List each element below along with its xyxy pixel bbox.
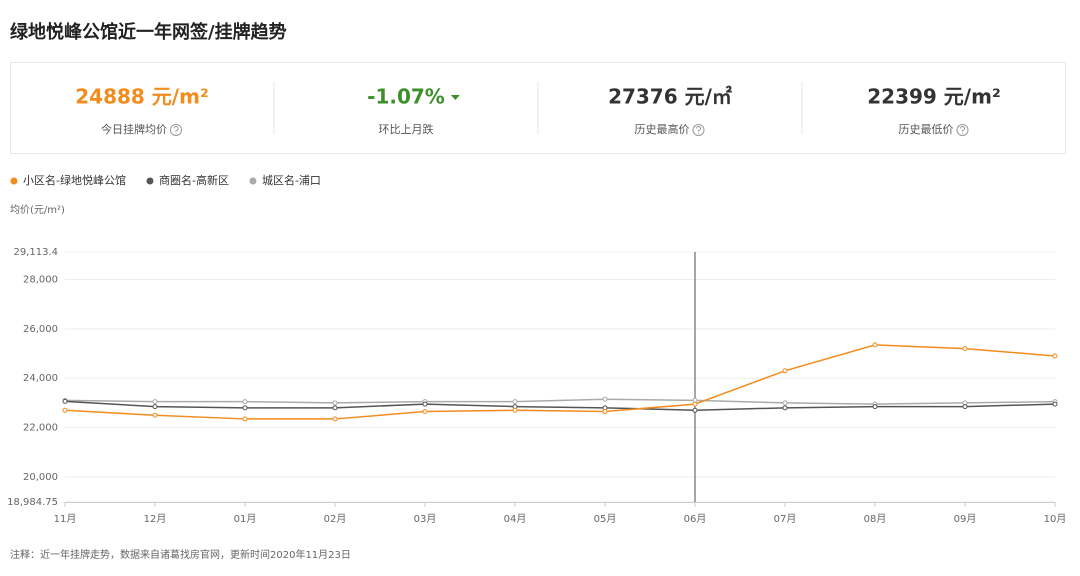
point	[422, 401, 428, 407]
point	[332, 416, 338, 422]
y-axis-label: 均价(元/m²)	[10, 204, 65, 216]
point	[62, 398, 68, 404]
help-icon	[692, 124, 705, 136]
stat-label: 今日挂牌均价	[101, 122, 167, 136]
stat-value: 27376 元/㎡	[608, 85, 732, 109]
stat-value: 24888 元/m²	[75, 85, 208, 109]
y-tick-label: 24,000	[23, 373, 58, 384]
point	[782, 405, 788, 411]
y-tick-label: 22,000	[23, 423, 58, 434]
help-icon-mark	[173, 126, 179, 134]
x-tick-label: 05月	[594, 513, 617, 525]
x-tick-label: 07月	[774, 513, 797, 525]
stats-box	[10, 62, 1066, 154]
help-icon-mark	[696, 126, 701, 134]
x-tick-label: 11月	[54, 513, 77, 525]
down-arrow	[450, 95, 460, 100]
y-tick-label: 28,000	[23, 274, 58, 285]
point	[1052, 353, 1058, 359]
point	[782, 400, 788, 406]
page-title: 绿地悦峰公馆近一年网签/挂牌趋势	[10, 21, 287, 43]
legend-label: 小区名-绿地悦峰公馆	[23, 173, 126, 187]
stat-label: 环比上月跌	[379, 122, 434, 136]
x-tick-label: 09月	[954, 513, 977, 525]
x-tick-label: 02月	[324, 513, 347, 525]
series-line	[64, 400, 1056, 412]
legend-marker	[249, 177, 257, 185]
point	[332, 400, 338, 406]
legend-marker	[146, 177, 154, 185]
point	[962, 346, 968, 352]
point	[422, 409, 428, 415]
x-tick-label: 08月	[864, 513, 887, 525]
x-tick-label: 12月	[144, 513, 167, 525]
stat-value: 22399 元/m²	[867, 85, 1000, 109]
series-line	[64, 398, 1056, 405]
point	[152, 399, 158, 405]
point	[152, 404, 158, 410]
x-tick-label: 04月	[504, 513, 527, 525]
point	[692, 401, 698, 407]
stat-label: 历史最低价	[899, 123, 954, 136]
point	[962, 404, 968, 410]
point	[782, 368, 788, 374]
y-tick-label: 26,000	[23, 324, 58, 335]
y-tick-label: 18,984.75	[7, 497, 58, 508]
y-tick-label: 29,113.4	[13, 247, 58, 258]
legend-label: 商圈名-高新区	[159, 173, 229, 187]
stat-label: 历史最高价	[635, 122, 690, 136]
point	[602, 396, 608, 402]
point	[872, 404, 878, 410]
x-tick-label: 10月	[1044, 513, 1067, 525]
legend-marker	[10, 177, 18, 185]
footnote: 注释：近一年挂牌走势，数据来自诸葛找房官网，更新时间2020年11月23日	[10, 548, 351, 561]
point	[512, 407, 518, 413]
help-icon	[170, 124, 182, 136]
x-tick-label: 03月	[414, 513, 437, 525]
point	[242, 399, 248, 405]
legend-label: 城区名-浦口	[262, 173, 321, 187]
stat-value: -1.07%	[367, 85, 445, 109]
point	[242, 416, 248, 422]
help-icon	[956, 124, 969, 136]
point	[692, 407, 698, 413]
series-line	[64, 344, 1056, 420]
y-tick-label: 20,000	[23, 472, 58, 483]
point	[602, 409, 608, 415]
help-icon-mark	[960, 126, 965, 134]
point	[242, 405, 248, 411]
x-tick-label: 01月	[234, 513, 257, 525]
x-tick-label: 06月	[684, 513, 707, 525]
point	[332, 405, 338, 411]
point	[512, 399, 518, 405]
point	[152, 412, 158, 418]
point	[62, 407, 68, 413]
point	[872, 342, 878, 348]
point	[1052, 401, 1058, 407]
